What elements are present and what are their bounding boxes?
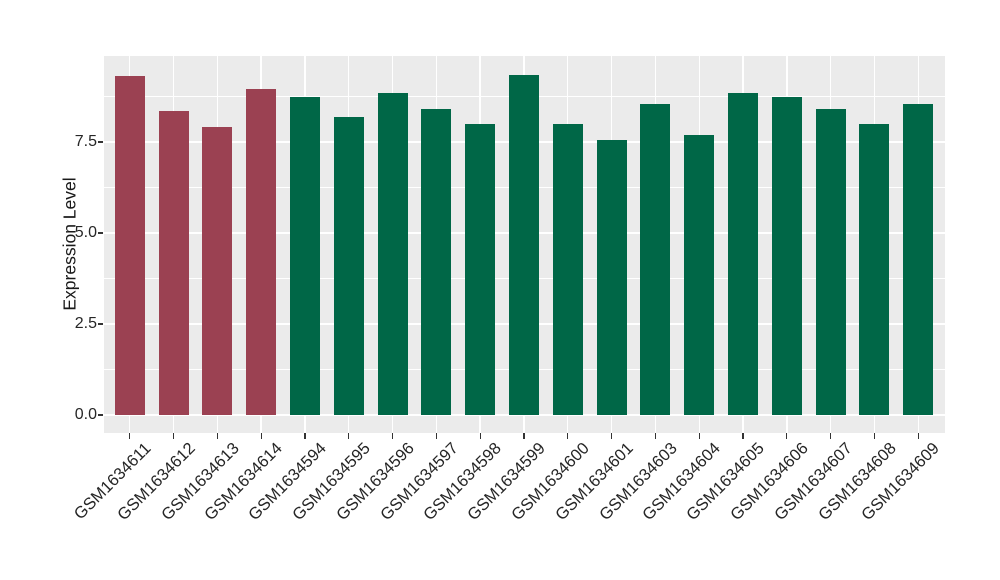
x-tick-mark <box>611 433 613 439</box>
x-tick-mark <box>873 433 875 439</box>
plot-panel <box>103 55 945 433</box>
x-tick-mark <box>391 433 394 439</box>
y-tick-label: 5.0 <box>74 224 97 241</box>
x-tick-label: GSM1634609 <box>858 439 944 525</box>
y-tick-mark <box>97 414 103 416</box>
bar-GSM1634600 <box>552 123 583 415</box>
x-tick-mark <box>435 433 437 439</box>
y-tick-label: 0.0 <box>74 406 97 423</box>
bar-GSM1634614 <box>246 89 277 415</box>
y-tick-label: 7.5 <box>74 133 97 150</box>
bar-GSM1634607 <box>815 109 846 415</box>
bar-GSM1634609 <box>903 103 934 415</box>
x-tick-mark <box>348 433 350 439</box>
bar-GSM1634596 <box>377 92 408 415</box>
bar-GSM1634611 <box>114 76 145 415</box>
y-tick-label: 2.5 <box>74 315 97 332</box>
bar-GSM1634594 <box>289 96 320 415</box>
x-tick-mark <box>304 433 306 439</box>
x-tick-mark <box>567 433 569 439</box>
x-tick-mark <box>129 433 131 439</box>
y-tick-mark <box>97 232 103 234</box>
x-tick-mark <box>742 433 744 439</box>
bar-GSM1634605 <box>728 92 758 415</box>
x-tick-mark <box>479 433 481 439</box>
x-tick-mark <box>654 433 656 439</box>
bar-GSM1634612 <box>158 111 189 415</box>
x-tick-mark <box>698 433 700 439</box>
bar-GSM1634606 <box>771 96 802 415</box>
x-tick-mark <box>216 433 218 439</box>
bar-GSM1634599 <box>509 74 539 415</box>
bar-GSM1634601 <box>596 140 627 415</box>
bar-GSM1634604 <box>684 134 715 415</box>
y-tick-mark <box>97 323 103 325</box>
bar-GSM1634598 <box>465 123 496 415</box>
bar-GSM1634608 <box>859 123 890 415</box>
y-tick-mark <box>97 141 103 143</box>
x-tick-mark <box>917 433 919 439</box>
x-tick-mark <box>172 433 175 439</box>
x-tick-mark <box>260 433 262 439</box>
bar-GSM1634613 <box>202 127 233 415</box>
x-tick-mark <box>786 433 788 439</box>
x-tick-mark <box>830 433 832 439</box>
y-axis-title: Expression Level <box>59 177 80 311</box>
bar-GSM1634595 <box>333 116 364 415</box>
bar-GSM1634597 <box>421 109 452 415</box>
bar-GSM1634603 <box>640 103 671 415</box>
x-tick-mark <box>523 433 525 439</box>
